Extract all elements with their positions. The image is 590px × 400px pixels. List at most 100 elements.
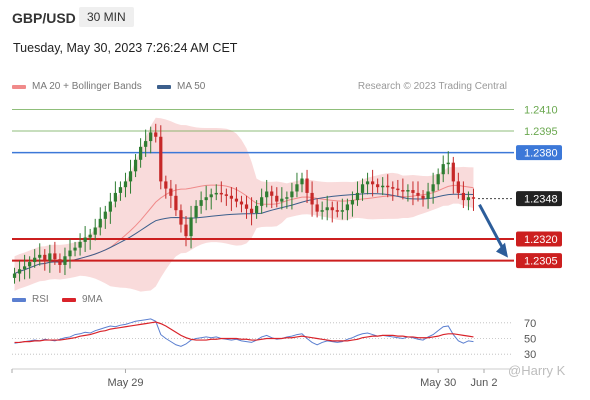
- forecast-arrowhead: [496, 242, 508, 258]
- candle-body: [340, 210, 344, 212]
- rsi-tick-1: 50: [524, 334, 536, 346]
- candle-body: [376, 184, 380, 188]
- candle-body: [28, 262, 32, 267]
- candle-body: [234, 198, 239, 202]
- candle-body: [471, 197, 476, 199]
- x-label-2: Jun 2: [471, 377, 498, 389]
- chart-header: GBP/USD 30 MIN: [0, 6, 590, 30]
- candle-body: [98, 218, 102, 228]
- candle-body: [48, 253, 52, 261]
- candle-body: [270, 191, 274, 196]
- candle-body: [118, 187, 123, 193]
- candle-body: [441, 164, 445, 175]
- candle-body: [275, 195, 279, 202]
- candle-body: [325, 207, 329, 211]
- rsi-label: RSI: [32, 294, 49, 305]
- candle-body: [345, 204, 350, 211]
- candle-body: [416, 192, 420, 196]
- candle-body: [194, 205, 198, 218]
- candle-body: [214, 192, 218, 195]
- level-box-3: [516, 191, 562, 207]
- rsi-ma-line: [14, 321, 474, 344]
- candle-body: [138, 146, 143, 160]
- candle-body: [17, 269, 22, 274]
- candle-body: [335, 210, 339, 212]
- candle-body: [113, 192, 118, 202]
- rsi-line: [14, 318, 474, 347]
- x-label-0: May 29: [107, 377, 143, 389]
- candle-body: [179, 210, 183, 225]
- candle-body: [184, 224, 188, 237]
- candle-body: [456, 181, 460, 193]
- candle-body: [360, 184, 365, 193]
- candle-body: [310, 192, 314, 205]
- candle-body: [381, 185, 385, 188]
- candle-body: [421, 195, 425, 199]
- ma50-swatch: [157, 84, 171, 89]
- candle-body: [451, 162, 455, 182]
- candle-body: [280, 198, 284, 202]
- legend-rsi-ma: 9MA: [62, 294, 103, 305]
- ma50-line: [14, 193, 474, 275]
- candle-body: [391, 187, 395, 189]
- ma50-label: MA 50: [177, 81, 206, 92]
- candle-body: [300, 178, 304, 185]
- candle-body: [229, 195, 234, 199]
- timeframe-badge[interactable]: 30 MIN: [79, 7, 134, 27]
- candle-body: [133, 159, 138, 172]
- candle-body: [159, 136, 163, 182]
- candle-body: [144, 141, 148, 147]
- level-label-3: 1.2348: [524, 194, 558, 206]
- candle-body: [350, 200, 355, 205]
- candle-body: [93, 227, 97, 235]
- candle-body: [244, 204, 249, 209]
- candle-body: [446, 162, 450, 165]
- candle-body: [209, 194, 213, 198]
- watermark: @Harry K: [508, 363, 566, 378]
- candle-body: [426, 191, 430, 199]
- legend-rsi: RSI: [12, 294, 49, 305]
- candle-body: [295, 184, 299, 192]
- candle-body: [199, 200, 203, 206]
- candle-body: [123, 181, 128, 188]
- candle-body: [164, 181, 168, 189]
- candle-body: [128, 171, 133, 182]
- candle-body: [355, 192, 360, 201]
- level-label-0: 1.2410: [524, 104, 558, 116]
- candle-body: [290, 191, 294, 198]
- candle-body: [174, 195, 178, 211]
- candle-body: [38, 254, 42, 258]
- candle-body: [411, 190, 415, 193]
- candle-body: [43, 254, 47, 261]
- candle-body: [169, 188, 173, 196]
- candle-body: [406, 190, 410, 192]
- candle-body: [320, 210, 324, 212]
- candle-body: [22, 266, 27, 270]
- candle-body: [204, 197, 208, 201]
- ma20-label: MA 20 + Bollinger Bands: [32, 81, 142, 92]
- level-label-5: 1.2305: [524, 256, 558, 268]
- candle-body: [370, 181, 375, 185]
- candle-body: [149, 132, 153, 142]
- candle-body: [365, 181, 370, 185]
- forecast-arrow: [478, 203, 506, 252]
- candle-body: [436, 174, 440, 185]
- candle-body: [239, 201, 244, 205]
- candle-body: [189, 217, 193, 237]
- candle-body: [396, 188, 400, 191]
- candle-body: [260, 197, 264, 206]
- research-credit: Research © 2023 Trading Central: [357, 81, 507, 92]
- candle-body: [401, 190, 405, 192]
- candle-body: [83, 237, 87, 242]
- candle-body: [154, 132, 158, 137]
- candle-body: [53, 253, 57, 260]
- level-label-4: 1.2320: [524, 234, 558, 246]
- candle-body: [315, 204, 319, 212]
- candle-body: [249, 208, 254, 214]
- candle-body: [330, 207, 334, 211]
- level-label-1: 1.2395: [524, 126, 558, 138]
- candle-body: [88, 234, 92, 238]
- candle-body: [12, 273, 17, 278]
- candle-body: [78, 241, 82, 248]
